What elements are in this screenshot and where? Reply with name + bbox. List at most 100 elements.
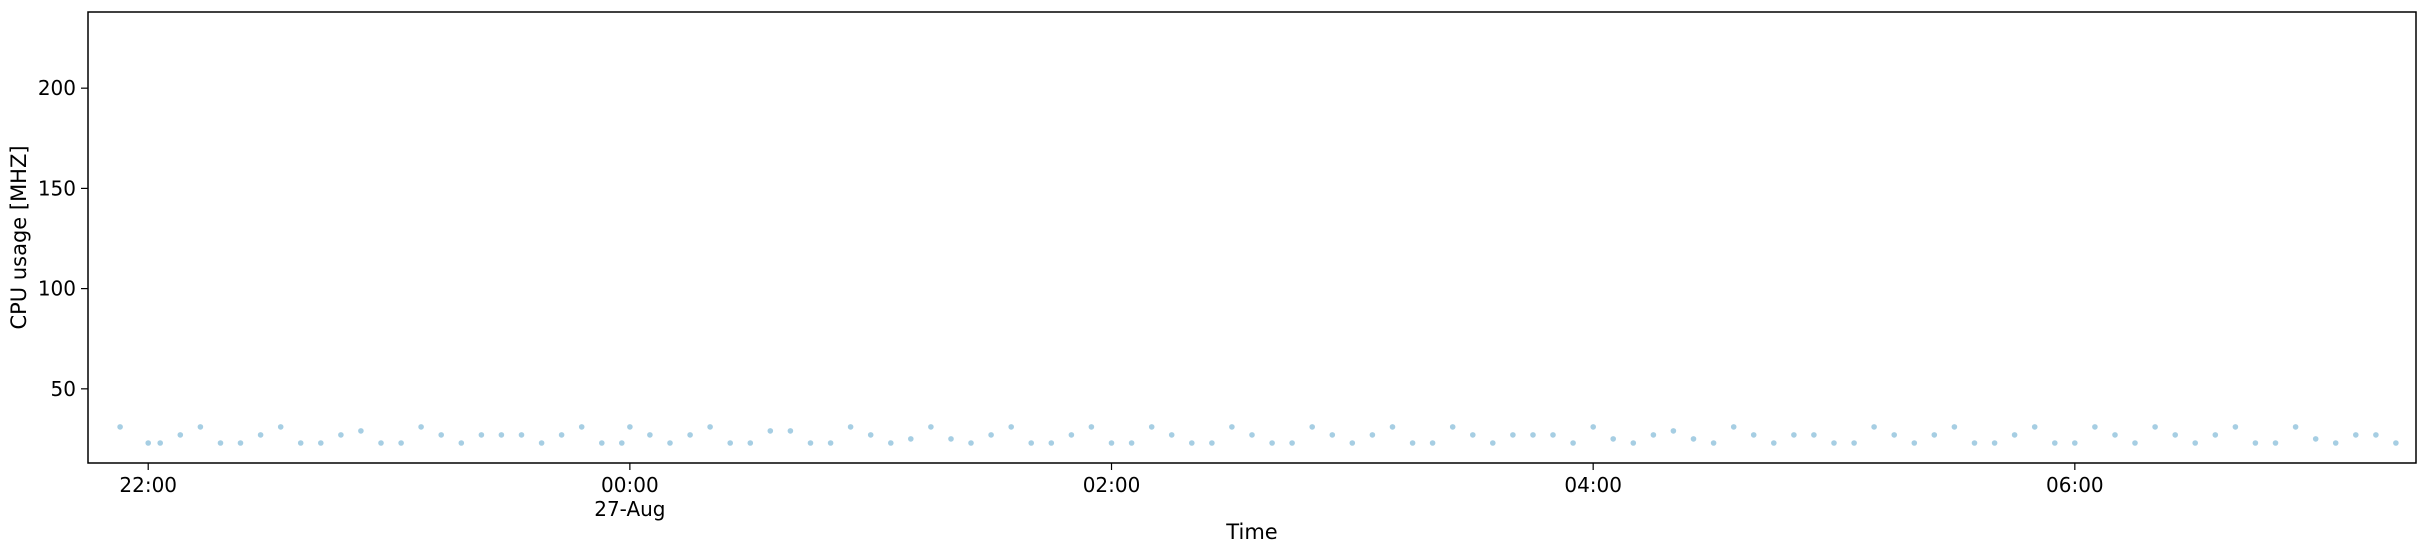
data-point: [1710, 440, 1717, 446]
data-point: [1249, 432, 1255, 438]
data-point: [2232, 424, 2239, 430]
data-point: [2052, 440, 2058, 446]
data-point: [1349, 440, 1356, 446]
data-point: [968, 440, 974, 446]
data-point: [1289, 440, 1295, 446]
data-point: [2152, 424, 2158, 430]
data-point: [1570, 440, 1576, 446]
data-point: [2011, 432, 2018, 438]
data-point: [2092, 424, 2098, 430]
data-point: [1309, 424, 1315, 430]
data-point: [277, 424, 284, 430]
data-point: [2373, 432, 2379, 438]
data-point: [627, 424, 633, 430]
data-point: [908, 436, 914, 442]
data-point: [948, 436, 954, 442]
data-point: [478, 432, 485, 438]
data-point: [1991, 440, 1998, 446]
y-axis-ticks: 50 100 150 200: [38, 76, 88, 401]
data-point: [1209, 440, 1215, 446]
data-point: [518, 432, 525, 438]
data-point: [687, 432, 693, 438]
data-point: [1670, 428, 1677, 434]
data-point: [1088, 424, 1095, 430]
data-point: [378, 440, 384, 446]
data-point: [398, 440, 404, 446]
data-point: [1068, 432, 1075, 438]
data-point: [1931, 432, 1938, 438]
data-point: [807, 440, 814, 446]
data-point: [787, 428, 794, 434]
data-point: [1951, 424, 1958, 430]
data-point: [1048, 440, 1055, 446]
data-point: [2072, 440, 2078, 446]
data-point: [1168, 432, 1175, 438]
data-point: [2353, 432, 2359, 438]
data-point: [619, 440, 625, 446]
data-point: [157, 440, 163, 446]
data-point: [1750, 432, 1757, 438]
plot-frame: [87, 11, 2417, 464]
data-point: [2192, 440, 2198, 446]
data-point: [667, 440, 673, 446]
data-point: [1128, 440, 1135, 446]
data-point: [1590, 424, 1596, 430]
data-point: [257, 432, 264, 438]
data-point: [747, 440, 754, 446]
data-point: [177, 432, 184, 438]
data-point: [2132, 440, 2138, 446]
data-point: [867, 432, 874, 438]
x-tick-label: 02:00: [1083, 473, 1141, 497]
data-point: [1028, 440, 1034, 446]
data-point: [647, 432, 653, 438]
data-point: [1550, 432, 1556, 438]
data-point: [297, 440, 304, 446]
data-point: [2031, 424, 2038, 430]
data-point: [578, 424, 585, 430]
data-point: [1389, 424, 1396, 430]
data-point: [498, 432, 505, 438]
data-point: [2312, 436, 2319, 442]
data-point: [2272, 440, 2279, 446]
data-point: [1851, 440, 1857, 446]
data-point: [1730, 424, 1737, 430]
data-point: [338, 432, 344, 438]
data-point: [988, 432, 994, 438]
data-point: [1911, 440, 1918, 446]
data-point: [197, 424, 204, 430]
data-point: [318, 440, 324, 446]
data-point: [727, 440, 733, 446]
data-point: [1610, 436, 1616, 442]
data-point: [1490, 440, 1496, 446]
data-point: [1429, 440, 1436, 446]
data-point: [117, 424, 123, 430]
data-point: [2112, 432, 2118, 438]
data-point: [1771, 440, 1777, 446]
data-point: [1148, 424, 1155, 430]
y-tick-label: 100: [38, 277, 76, 301]
y-tick-label: 150: [38, 176, 76, 200]
data-point: [1871, 424, 1877, 430]
x-tick-label: 06:00: [2046, 473, 2104, 497]
data-point: [145, 440, 151, 446]
data-point: [1369, 432, 1376, 438]
data-point: [928, 424, 934, 430]
data-point: [438, 432, 445, 438]
data-point: [1329, 432, 1336, 438]
x-tick-label: 00:00: [601, 473, 659, 497]
data-point: [418, 424, 424, 430]
data-point: [1791, 432, 1797, 438]
y-axis-label: CPU usage [MHZ]: [7, 145, 31, 329]
data-point: [1108, 440, 1115, 446]
data-point: [827, 440, 834, 446]
data-point: [538, 440, 545, 446]
data-point: [2332, 440, 2339, 446]
data-point: [1891, 432, 1897, 438]
data-point: [1470, 432, 1476, 438]
data-point: [2212, 432, 2219, 438]
data-point: [1510, 432, 1516, 438]
data-point: [1630, 440, 1637, 446]
x-tick-label: 04:00: [1564, 473, 1622, 497]
data-point: [1530, 432, 1536, 438]
